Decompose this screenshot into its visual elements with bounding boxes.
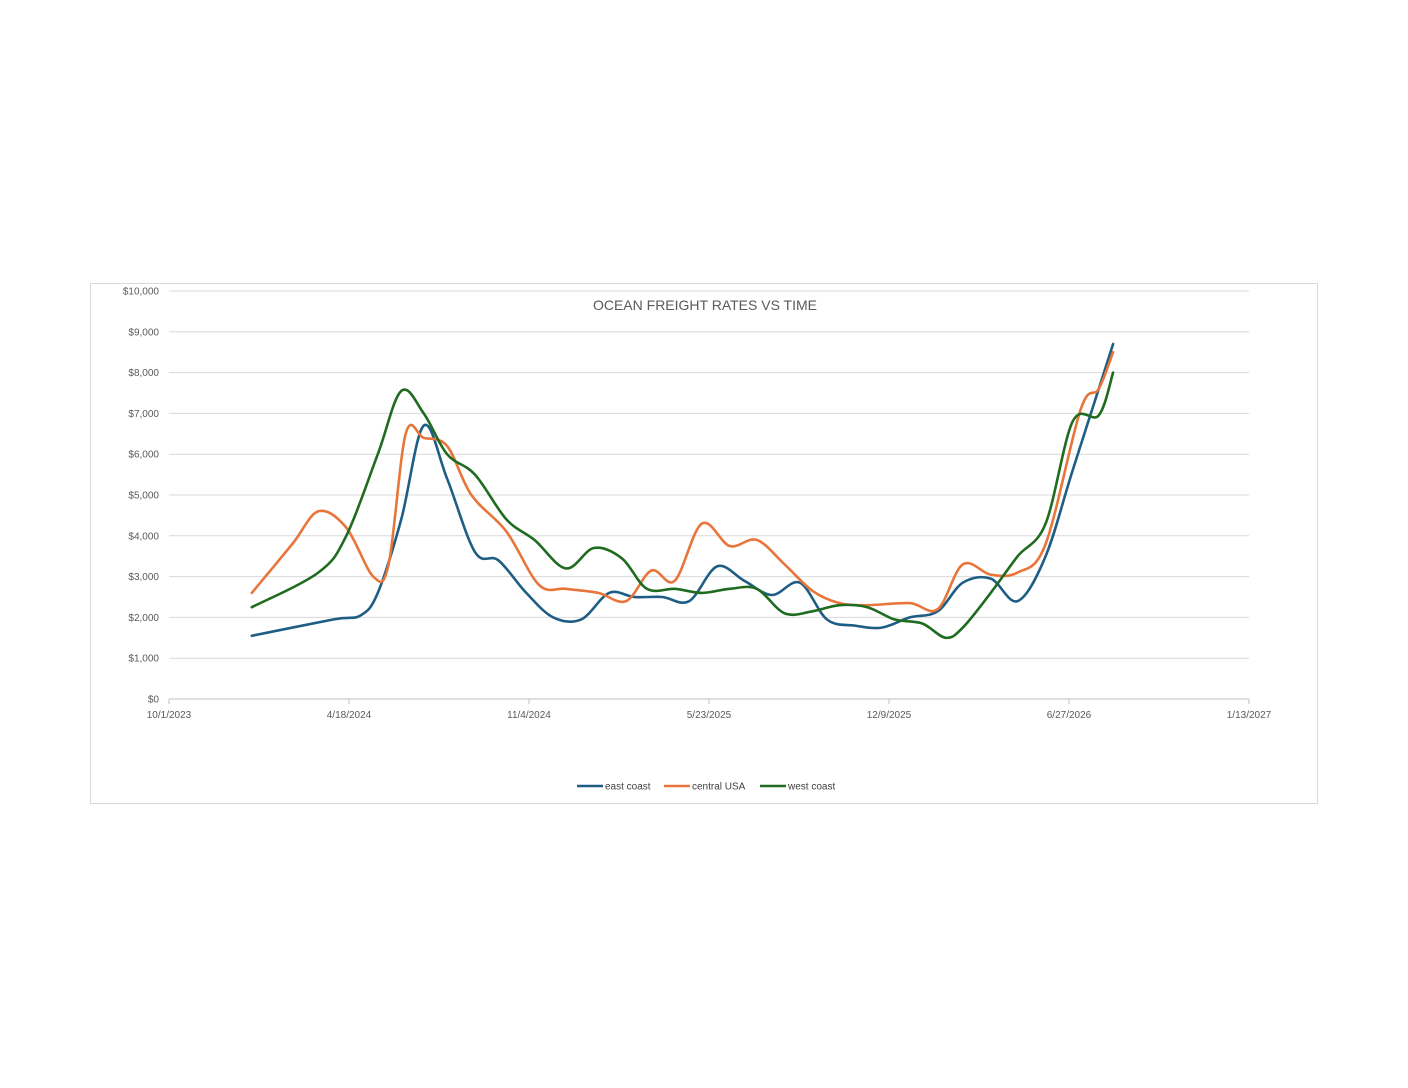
x-tick-labels: 10/1/2023 4/18/2024 11/4/2024 5/23/2025 12/9… bbox=[147, 710, 1272, 721]
x-tick-label: 4/18/2024 bbox=[327, 710, 372, 721]
y-tick-label: $4,000 bbox=[128, 531, 159, 542]
x-tick-label: 5/23/2025 bbox=[687, 710, 732, 721]
y-tick-label: $8,000 bbox=[128, 368, 159, 379]
chart-frame: $0 $1,000 $2,000 $3,000 $4,000 $5,000 $6,000 $7… bbox=[90, 283, 1318, 804]
y-tick-label: $5,000 bbox=[128, 491, 159, 502]
x-tick-label: 12/9/2025 bbox=[867, 710, 912, 721]
series-lines bbox=[250, 342, 1115, 640]
legend-label: central USA bbox=[692, 782, 746, 793]
y-tick-label: $9,000 bbox=[128, 327, 159, 338]
legend-item: central USA bbox=[664, 782, 746, 793]
y-tick-labels: $0 $1,000 $2,000 $3,000 $4,000 $5,000 $6,000 $7… bbox=[123, 287, 160, 706]
y-tick-label: $7,000 bbox=[128, 409, 159, 420]
legend-label: west coast bbox=[787, 782, 835, 793]
y-tick-label: $0 bbox=[148, 695, 160, 706]
legend-label: east coast bbox=[605, 782, 651, 793]
y-tick-label: $1,000 bbox=[128, 654, 159, 665]
y-tick-label: $2,000 bbox=[128, 613, 159, 624]
x-tick-label: 1/13/2027 bbox=[1227, 710, 1272, 721]
chart-title: OCEAN FREIGHT RATES VS TIME bbox=[593, 297, 817, 313]
x-tick-label: 11/4/2024 bbox=[507, 710, 551, 721]
series-line-west-coast bbox=[250, 371, 1115, 640]
y-tick-label: $6,000 bbox=[128, 450, 159, 461]
y-tick-label: $3,000 bbox=[128, 572, 159, 583]
legend-item: east coast bbox=[577, 782, 651, 793]
line-chart: $0 $1,000 $2,000 $3,000 $4,000 $5,000 $6,000 $7… bbox=[123, 287, 1272, 793]
x-tick-label: 10/1/2023 bbox=[147, 710, 192, 721]
series-line-central-usa bbox=[250, 350, 1115, 613]
series-line-east-coast bbox=[250, 342, 1115, 638]
x-tick-label: 6/27/2026 bbox=[1047, 710, 1092, 721]
y-tick-label: $10,000 bbox=[123, 287, 160, 298]
legend-item: west coast bbox=[760, 782, 835, 793]
legend: east coast central USA west coast bbox=[577, 782, 835, 793]
grid-lines bbox=[169, 290, 1249, 659]
x-axis bbox=[168, 698, 1250, 704]
